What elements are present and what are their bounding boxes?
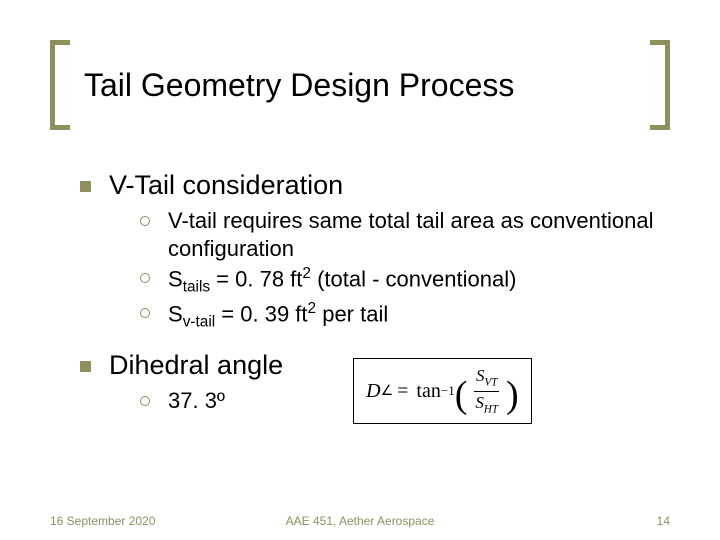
formula-lhs-sub: ∠ (381, 383, 394, 400)
circle-bullet-icon (140, 273, 150, 283)
slide: Tail Geometry Design Process V-Tail cons… (0, 0, 720, 540)
formula-exp: −1 (441, 383, 455, 399)
square-bullet-icon (80, 181, 91, 192)
section-heading: V-Tail consideration (80, 170, 670, 201)
section2-row: Dihedral angle 37. 3º D∠ = tan−1 ( SVT S… (80, 350, 670, 433)
formula-box: D∠ = tan−1 ( SVT SHT ) (353, 358, 532, 424)
list-item: V-tail requires same total tail area as … (140, 207, 670, 262)
circle-bullet-icon (140, 216, 150, 226)
content-area: V-Tail consideration V-tail requires sam… (50, 170, 670, 432)
section-heading: Dihedral angle (80, 350, 283, 381)
equals-sign: = (397, 380, 408, 403)
list-item: 37. 3º (140, 387, 283, 415)
footer-page-number: 14 (657, 514, 670, 528)
list-item: Stails = 0. 78 ft2 (total - conventional… (140, 264, 670, 297)
section2-heading-text: Dihedral angle (109, 350, 283, 381)
circle-bullet-icon (140, 396, 150, 406)
list-item-text: V-tail requires same total tail area as … (168, 207, 670, 262)
title-row: Tail Geometry Design Process (50, 40, 670, 130)
num-sub: VT (484, 377, 497, 389)
den-var: S (475, 393, 484, 412)
fraction-denominator: SHT (473, 392, 500, 415)
footer-date: 16 September 2020 (50, 514, 155, 528)
list-item-text: 37. 3º (168, 387, 225, 415)
section1-items: V-tail requires same total tail area as … (80, 207, 670, 332)
den-sub: HT (484, 403, 498, 415)
bracket-left-icon (50, 40, 72, 130)
section1-heading-text: V-Tail consideration (109, 170, 343, 201)
circle-bullet-icon (140, 308, 150, 318)
footer: 16 September 2020 AAE 451, Aether Aerosp… (0, 514, 720, 528)
slide-title: Tail Geometry Design Process (84, 67, 636, 104)
section2-left: Dihedral angle 37. 3º (80, 350, 283, 433)
bracket-right-icon (648, 40, 670, 130)
formula-lhs-var: D (366, 380, 380, 403)
footer-center: AAE 451, Aether Aerospace (286, 514, 435, 528)
list-item-text: Sv-tail = 0. 39 ft2 per tail (168, 299, 388, 332)
list-item-text: Stails = 0. 78 ft2 (total - conventional… (168, 264, 516, 297)
square-bullet-icon (80, 361, 91, 372)
fraction-numerator: SVT (474, 367, 499, 391)
formula-func: tan (416, 380, 440, 403)
fraction: SVT SHT (473, 367, 500, 415)
section2-items: 37. 3º (80, 387, 283, 415)
list-item: Sv-tail = 0. 39 ft2 per tail (140, 299, 670, 332)
